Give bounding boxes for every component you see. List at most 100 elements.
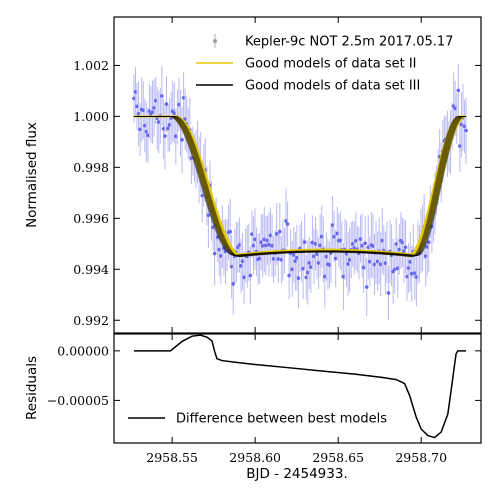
x-tick-label: 2958.55 <box>146 450 198 465</box>
flux-point <box>406 266 411 270</box>
flux-point <box>371 244 375 248</box>
flux-point <box>350 242 355 246</box>
flux-point <box>161 126 166 131</box>
flux-ticks: 0.992 0.994 0.996 0.998 1.000 1.002 <box>73 17 481 333</box>
flux-point <box>146 133 150 138</box>
flux-point <box>150 110 155 115</box>
flux-point <box>276 257 281 261</box>
flux-point <box>423 254 428 258</box>
legend-label-difference: Difference between best models <box>176 412 387 427</box>
flux-point <box>380 238 385 243</box>
flux-point <box>319 234 324 239</box>
flux-point <box>228 229 232 234</box>
y-tick-label: −0.00005 <box>47 393 109 408</box>
y-tick-label: 0.994 <box>73 262 109 277</box>
flux-point <box>361 265 366 270</box>
flux-point <box>462 124 467 129</box>
flux-point <box>257 256 262 261</box>
flux-point <box>206 213 211 218</box>
flux-point <box>136 112 141 116</box>
flux-point <box>239 264 243 268</box>
legend-label-observation: Kepler-9c NOT 2.5m 2017.05.17 <box>245 35 453 50</box>
flux-point <box>291 253 296 257</box>
flux-point <box>360 243 364 248</box>
flux-point <box>302 240 307 244</box>
model-curve-set-iii <box>133 115 467 258</box>
flux-axes-frame <box>113 16 482 334</box>
flux-point <box>358 237 363 241</box>
flux-point <box>395 266 400 271</box>
flux-point <box>403 245 408 250</box>
flux-point <box>413 271 417 276</box>
flux-point <box>138 127 142 132</box>
flux-point <box>211 225 215 230</box>
residuals-ticks: 2958.55 2958.60 2958.65 2958.70 0.00000 −0.00… <box>47 334 481 465</box>
y-tick-label: 0.00000 <box>57 343 109 358</box>
y-tick-label: 1.002 <box>73 58 109 73</box>
model-curve-set-iii <box>133 115 467 257</box>
flux-point <box>453 106 457 111</box>
flux-point <box>386 291 391 295</box>
flux-point <box>274 232 279 236</box>
flux-point <box>160 94 164 98</box>
flux-point <box>285 222 290 226</box>
flux-point <box>312 254 316 259</box>
flux-point <box>212 251 217 256</box>
flux-point <box>167 123 172 127</box>
flux-point <box>219 254 223 258</box>
model-curve-set-iii <box>133 115 467 257</box>
flux-point <box>253 237 257 242</box>
flux-point <box>237 243 242 247</box>
flux-point <box>200 193 205 198</box>
flux-point <box>344 251 349 256</box>
flux-point <box>301 266 305 271</box>
flux-legend: Kepler-9c NOT 2.5m 2017.05.17 Good model… <box>196 34 453 94</box>
flux-point <box>309 265 313 269</box>
flux-point <box>217 247 222 252</box>
legend-label-models-iii: Good models of data set III <box>245 79 420 94</box>
residuals-y-axis-label: Residuals <box>24 356 40 420</box>
flux-point <box>304 275 308 280</box>
flux-point <box>392 267 397 272</box>
flux-point <box>295 255 299 260</box>
model-curve-set-iii <box>133 115 467 257</box>
x-tick-label: 2958.65 <box>312 450 364 465</box>
flux-point <box>327 263 332 267</box>
flux-point <box>133 89 138 94</box>
flux-point <box>251 243 256 248</box>
residuals-axes-frame <box>113 333 482 444</box>
flux-point <box>259 240 263 244</box>
flux-point <box>378 262 383 267</box>
flux-point <box>346 262 350 266</box>
flux-point <box>270 243 274 248</box>
flux-point <box>315 252 319 256</box>
flux-point <box>222 246 226 250</box>
flux-point <box>250 232 254 236</box>
flux-point <box>152 106 156 110</box>
flux-point <box>172 111 177 115</box>
y-tick-label: 0.996 <box>73 211 109 226</box>
flux-point <box>240 259 245 264</box>
flux-point <box>177 102 181 107</box>
flux-point <box>310 240 315 245</box>
flux-point <box>174 134 178 139</box>
model-curve-set-iii <box>133 115 467 257</box>
flux-point <box>402 249 406 253</box>
flux-point <box>464 128 468 133</box>
flux-point <box>307 261 312 265</box>
flux-point <box>338 238 343 243</box>
flux-point <box>408 260 412 264</box>
flux-point <box>335 231 340 236</box>
flux-point <box>425 245 430 249</box>
model-curve-set-iii <box>133 115 467 257</box>
flux-point <box>163 134 167 138</box>
flux-panel: 0.992 0.994 0.996 0.998 1.000 1.002 Normalise… <box>24 16 482 334</box>
flux-point <box>383 261 388 265</box>
flux-point <box>347 258 352 262</box>
flux-point <box>242 275 246 280</box>
y-tick-label: 0.998 <box>73 160 109 175</box>
residual-difference-line <box>133 334 467 439</box>
flux-point <box>305 270 310 275</box>
flux-point <box>215 235 220 240</box>
